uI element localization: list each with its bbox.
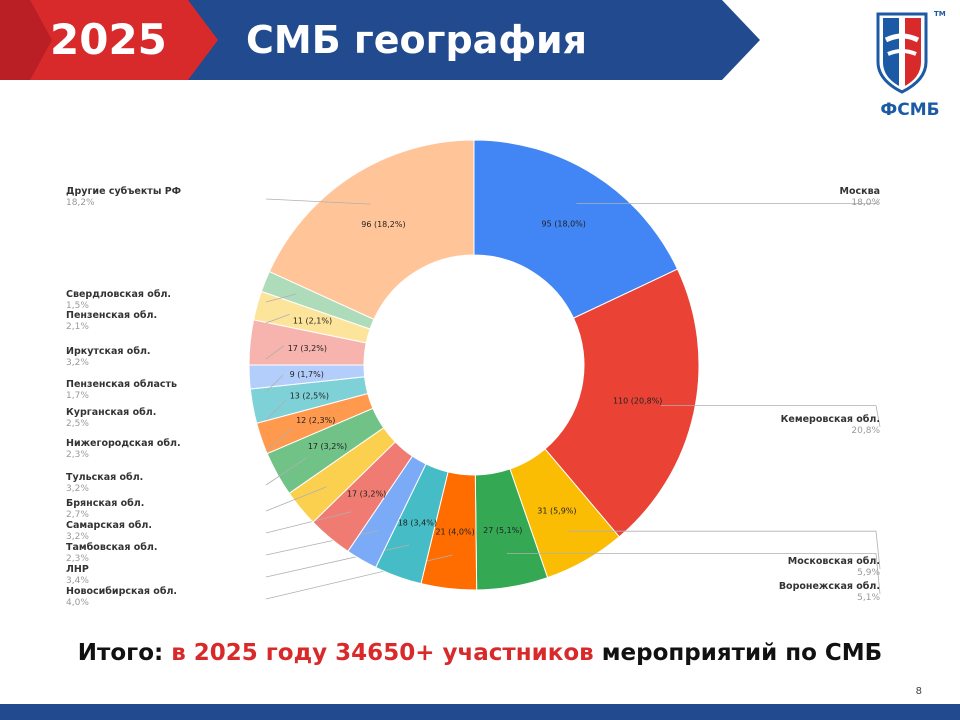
leader-line <box>265 399 287 421</box>
leader-line <box>265 457 307 486</box>
slice-percent-label: 3,2% <box>66 532 89 542</box>
footer-bar <box>0 704 960 720</box>
slice-percent-label: 4,0% <box>66 598 89 608</box>
page-number: 8 <box>915 686 922 697</box>
slice-value-label: 17 (3,2%) <box>288 344 327 353</box>
slice-value-label: 110 (20,8%) <box>613 397 662 406</box>
leader-line <box>265 427 294 452</box>
pie-slice <box>268 139 475 320</box>
slice-value-label: 17 (3,2%) <box>308 442 347 451</box>
slice-name-label: Тульская обл. <box>66 472 143 483</box>
slice-name-label: Воронежская обл. <box>779 581 880 592</box>
slice-percent-label: 3,4% <box>66 576 89 586</box>
slice-value-label: 95 (18,0%) <box>542 220 586 229</box>
leader-line <box>576 198 881 204</box>
slice-name-label: Кемеровская обл. <box>781 414 880 425</box>
slice-name-label: Пензенская область <box>66 379 177 390</box>
leader-line <box>568 530 881 570</box>
footer-suffix: мероприятий по СМБ <box>593 640 883 666</box>
slice-name-label: Другие субъекты РФ <box>66 186 181 197</box>
footer-highlight: в 2025 году 34650+ участников <box>171 640 594 666</box>
slice-name-label: Свердловская обл. <box>66 289 171 300</box>
slice-value-label: 11 (2,1%) <box>293 317 332 326</box>
slice-name-label: Новосибирская обл. <box>66 586 177 597</box>
page-title: СМБ география <box>246 18 588 62</box>
slice-value-label: 9 (1,7%) <box>290 370 324 379</box>
leader-line <box>265 293 297 303</box>
logo-text: ФСМБ <box>880 100 940 120</box>
pie-slice <box>473 139 679 319</box>
slice-name-label: Самарская обл. <box>66 520 152 531</box>
slice-percent-label: 2,7% <box>66 510 89 520</box>
leader-line <box>265 511 352 534</box>
logo-trademark: TM <box>934 10 946 18</box>
footer-summary: Итого: в 2025 году 34650+ участников мер… <box>0 640 960 666</box>
leader-line <box>265 374 284 393</box>
slice-value-label: 17 (3,2%) <box>347 490 386 499</box>
leader-line <box>660 405 881 428</box>
slice-value-label: 18 (3,4%) <box>398 519 437 528</box>
leader-line <box>265 486 327 512</box>
slice-percent-label: 20,8% <box>851 426 880 436</box>
leader-line <box>265 314 290 324</box>
slice-name-label: Нижегородская обл. <box>66 438 181 449</box>
footer-prefix: Итого: <box>77 640 172 666</box>
slice-percent-label: 18,2% <box>66 198 95 208</box>
slice-percent-label: 1,7% <box>66 391 89 401</box>
slice-percent-label: 3,2% <box>66 358 89 368</box>
pie-slice <box>544 268 700 538</box>
slice-name-label: Иркутская обл. <box>66 346 151 357</box>
leader-line <box>506 553 881 595</box>
fsmb-logo: TM ФСМБ <box>872 8 952 128</box>
slice-name-label: Курганская обл. <box>66 407 156 418</box>
slice-value-label: 13 (2,5%) <box>290 392 329 401</box>
slice-percent-label: 2,3% <box>66 450 89 460</box>
leader-line <box>265 544 410 578</box>
shield-icon <box>876 12 928 94</box>
slice-percent-label: 18,0% <box>851 198 880 208</box>
slice-name-label: ЛНР <box>66 564 89 575</box>
slice-percent-label: 2,3% <box>66 554 89 564</box>
slice-percent-label: 5,1% <box>857 593 880 603</box>
slice-value-label: 31 (5,9%) <box>537 507 576 516</box>
slice-name-label: Пензенская обл. <box>66 310 157 321</box>
slice-value-label: 27 (5,1%) <box>483 526 522 535</box>
slice-value-label: 21 (4,0%) <box>435 527 474 536</box>
slice-value-label: 96 (18,2%) <box>361 220 405 229</box>
slice-value-label: 12 (2,3%) <box>296 416 335 425</box>
slice-percent-label: 5,9% <box>857 568 880 578</box>
slice-name-label: Московская обл. <box>788 556 880 567</box>
leader-line <box>265 198 371 205</box>
slice-percent-label: 3,2% <box>66 484 89 494</box>
leader-line <box>265 345 284 360</box>
slice-percent-label: 2,1% <box>66 322 89 332</box>
slice-percent-label: 2,5% <box>66 419 89 429</box>
slice-name-label: Москва <box>840 186 880 197</box>
slice-name-label: Брянская обл. <box>66 498 144 509</box>
slice-percent-label: 1,5% <box>66 301 89 311</box>
header-year: 2025 <box>50 15 167 64</box>
slice-name-label: Тамбовская обл. <box>66 542 157 553</box>
